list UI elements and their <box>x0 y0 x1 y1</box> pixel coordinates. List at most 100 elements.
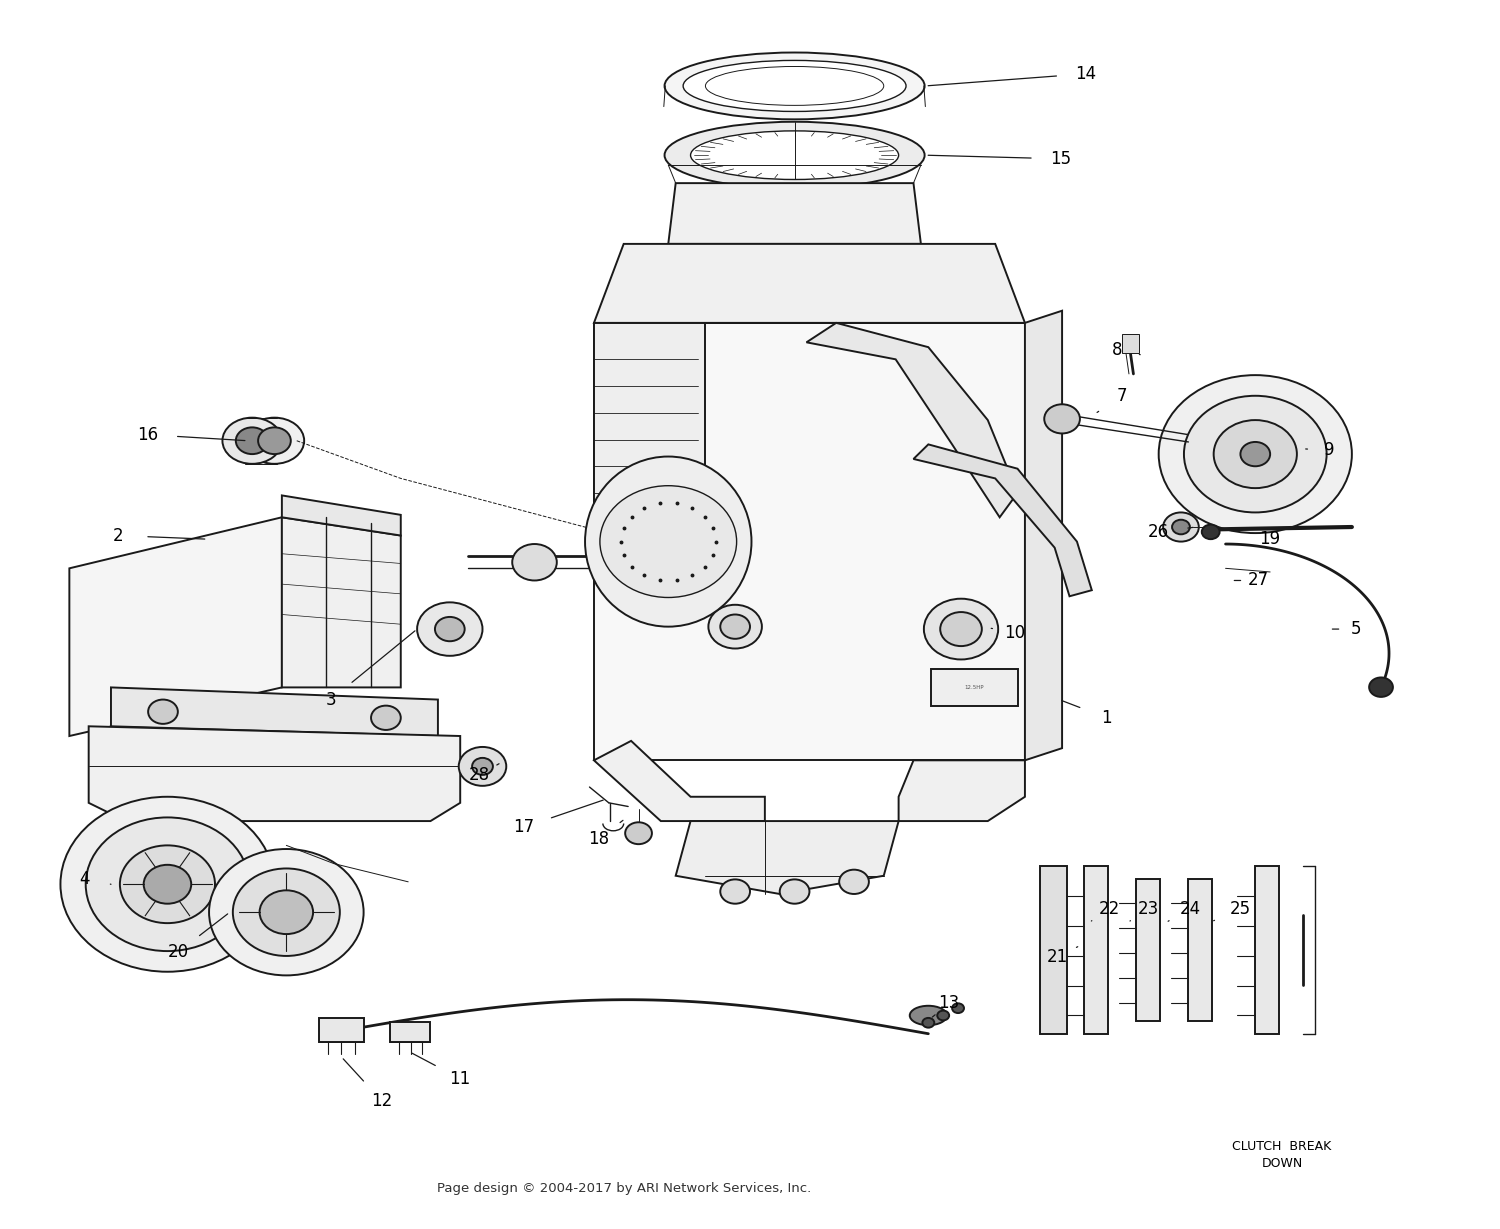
Polygon shape <box>282 495 400 536</box>
Circle shape <box>209 849 363 976</box>
Text: 9: 9 <box>1324 441 1335 460</box>
Circle shape <box>459 747 507 785</box>
Circle shape <box>1158 375 1352 533</box>
Ellipse shape <box>682 60 906 112</box>
Ellipse shape <box>690 130 898 179</box>
Circle shape <box>1370 677 1394 697</box>
Text: Page design © 2004-2017 by ARI Network Services, Inc.: Page design © 2004-2017 by ARI Network S… <box>436 1181 812 1195</box>
Circle shape <box>1162 512 1198 542</box>
Text: CLUTCH  BREAK: CLUTCH BREAK <box>1233 1141 1332 1153</box>
Text: 19: 19 <box>1260 530 1281 548</box>
Polygon shape <box>675 821 898 893</box>
Polygon shape <box>1256 866 1280 1034</box>
Bar <box>1040 866 1314 1034</box>
Polygon shape <box>111 687 438 736</box>
Text: 12.5HP: 12.5HP <box>964 685 984 689</box>
Circle shape <box>938 1010 950 1020</box>
Text: 2: 2 <box>112 526 123 544</box>
Ellipse shape <box>244 418 304 463</box>
Text: 18: 18 <box>588 831 609 848</box>
Text: 20: 20 <box>168 944 189 961</box>
Text: 21: 21 <box>1047 948 1068 966</box>
Polygon shape <box>320 1018 363 1042</box>
Circle shape <box>1214 420 1298 488</box>
Circle shape <box>720 880 750 903</box>
Polygon shape <box>1040 866 1066 1034</box>
Text: 25: 25 <box>1230 900 1251 918</box>
Circle shape <box>260 890 314 934</box>
Circle shape <box>417 602 483 656</box>
Text: 3: 3 <box>326 691 336 709</box>
Text: DOWN: DOWN <box>1262 1158 1302 1170</box>
Text: 5: 5 <box>1352 621 1362 638</box>
Text: 4: 4 <box>80 870 90 889</box>
Polygon shape <box>88 726 460 821</box>
Polygon shape <box>1024 311 1062 761</box>
Ellipse shape <box>258 428 291 454</box>
Polygon shape <box>594 323 1024 761</box>
Polygon shape <box>669 183 921 243</box>
Text: 13: 13 <box>939 994 960 1013</box>
Text: 8: 8 <box>1112 340 1122 359</box>
Text: 22: 22 <box>1100 900 1120 918</box>
Circle shape <box>512 544 556 580</box>
Text: 12: 12 <box>370 1091 392 1110</box>
Ellipse shape <box>585 456 752 627</box>
Polygon shape <box>69 517 282 736</box>
Ellipse shape <box>222 418 282 463</box>
Circle shape <box>232 869 340 956</box>
Text: 10: 10 <box>1004 624 1025 642</box>
Polygon shape <box>1137 879 1160 1021</box>
Text: 26: 26 <box>1148 522 1168 541</box>
Text: ARI: ARI <box>694 535 865 622</box>
Circle shape <box>148 699 178 724</box>
Polygon shape <box>282 517 400 687</box>
Text: 1: 1 <box>1101 709 1112 726</box>
Ellipse shape <box>664 53 924 119</box>
Text: 24: 24 <box>1179 900 1200 918</box>
Polygon shape <box>594 741 765 821</box>
Text: 14: 14 <box>1076 65 1096 82</box>
Text: 11: 11 <box>450 1069 471 1088</box>
Circle shape <box>370 705 400 730</box>
Circle shape <box>952 1003 964 1013</box>
Circle shape <box>924 599 998 660</box>
Polygon shape <box>898 761 1024 821</box>
Text: 27: 27 <box>1248 571 1269 590</box>
Ellipse shape <box>910 1005 946 1025</box>
Text: 17: 17 <box>513 819 534 836</box>
Polygon shape <box>932 669 1017 705</box>
Circle shape <box>86 817 249 951</box>
Circle shape <box>472 758 494 775</box>
Circle shape <box>708 605 762 649</box>
Polygon shape <box>390 1021 430 1042</box>
Circle shape <box>922 1018 934 1027</box>
Circle shape <box>600 485 736 597</box>
Ellipse shape <box>236 428 268 454</box>
Circle shape <box>940 612 982 646</box>
Circle shape <box>1184 396 1326 512</box>
Text: 15: 15 <box>1050 150 1071 168</box>
Circle shape <box>1044 404 1080 434</box>
Polygon shape <box>594 243 1024 323</box>
Bar <box>1122 334 1140 353</box>
Text: 7: 7 <box>1116 387 1126 404</box>
Circle shape <box>780 880 810 903</box>
Polygon shape <box>594 323 705 517</box>
Circle shape <box>839 870 868 893</box>
Text: 23: 23 <box>1137 900 1160 918</box>
Circle shape <box>60 796 274 972</box>
Circle shape <box>120 846 214 923</box>
Circle shape <box>720 614 750 639</box>
Circle shape <box>435 617 465 642</box>
Circle shape <box>1240 442 1270 466</box>
Polygon shape <box>1188 879 1212 1021</box>
Polygon shape <box>1084 866 1108 1034</box>
Circle shape <box>1172 520 1190 535</box>
Circle shape <box>626 822 652 844</box>
Ellipse shape <box>664 122 924 188</box>
Polygon shape <box>807 323 1017 517</box>
Text: 28: 28 <box>470 766 490 784</box>
Polygon shape <box>914 445 1092 596</box>
Text: 16: 16 <box>138 425 159 444</box>
